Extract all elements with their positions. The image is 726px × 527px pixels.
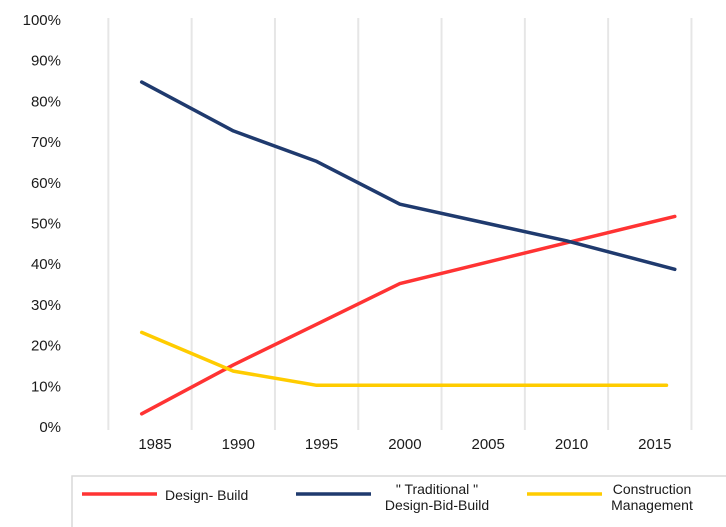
legend: Design- Build " Traditional "Design-Bid-B… — [71, 475, 726, 527]
y-tick-label: 80% — [31, 93, 61, 110]
legend-label: Management — [611, 497, 693, 513]
x-tick-label: 1995 — [305, 436, 338, 453]
legend-box — [71, 475, 726, 527]
y-axis-ticks: 0% 10% 20% 30% 40% 50% 60% 70% 80% 90% 100% — [23, 12, 61, 436]
y-tick-label: 0% — [39, 419, 61, 436]
y-tick-label: 30% — [31, 297, 61, 314]
y-tick-label: 40% — [31, 256, 61, 273]
x-axis-ticks: 1985 1990 1995 2000 2005 2010 2015 — [138, 436, 671, 453]
series-lines — [139, 80, 677, 416]
legend-label: Construction — [613, 481, 692, 497]
y-tick-label: 100% — [23, 12, 61, 29]
y-tick-label: 60% — [31, 175, 61, 192]
y-tick-label: 90% — [31, 53, 61, 70]
y-tick-label: 50% — [31, 216, 61, 233]
x-tick-label: 2015 — [638, 436, 671, 453]
x-tick-label: 2000 — [388, 436, 421, 453]
x-tick-label: 2010 — [555, 436, 588, 453]
legend-label: Design-Bid-Build — [385, 497, 489, 513]
y-tick-label: 70% — [31, 134, 61, 151]
y-tick-label: 20% — [31, 338, 61, 355]
legend-label: Design- Build — [165, 487, 248, 503]
series-line-2 — [139, 330, 669, 388]
x-tick-label: 2005 — [472, 436, 505, 453]
y-tick-label: 10% — [31, 378, 61, 395]
series-line-1 — [139, 80, 677, 272]
x-tick-label: 1990 — [222, 436, 255, 453]
legend-label: " Traditional " — [396, 481, 478, 497]
series-line-0 — [139, 214, 677, 416]
x-tick-label: 1985 — [138, 436, 171, 453]
gridlines — [107, 18, 693, 430]
